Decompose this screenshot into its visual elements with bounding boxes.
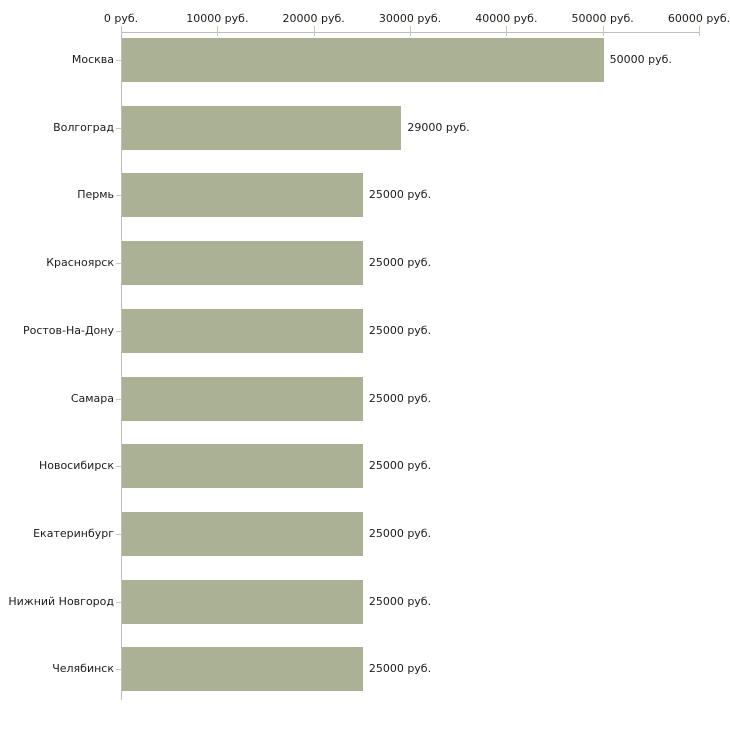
x-axis-tick-label: 50000 руб. — [571, 12, 634, 25]
y-axis-tick — [116, 534, 121, 535]
x-axis-tick-label: 40000 руб. — [475, 12, 538, 25]
y-axis-tick — [116, 602, 121, 603]
x-axis-tick — [121, 26, 122, 33]
x-axis-tick — [506, 26, 508, 36]
bar — [122, 308, 363, 353]
x-axis-tick — [313, 26, 315, 36]
value-label: 25000 руб. — [368, 391, 432, 405]
x-axis-tick — [410, 26, 411, 36]
category-label: Волгоград — [53, 120, 114, 134]
value-label: 25000 руб. — [368, 188, 432, 202]
value-label: 50000 руб. — [609, 53, 672, 66]
x-axis-tick-label: 20000 руб. — [282, 12, 345, 25]
value-label: 25000 руб. — [368, 459, 432, 473]
bar — [122, 579, 363, 624]
y-axis-tick — [116, 60, 121, 61]
value-label: 25000 руб. — [368, 526, 432, 540]
x-axis-tick — [602, 26, 604, 36]
y-axis-line — [121, 32, 122, 700]
value-label: 29000 руб. — [407, 120, 470, 134]
bar — [122, 444, 363, 489]
x-axis-tick — [217, 26, 219, 36]
value-label: 25000 руб. — [368, 256, 432, 270]
x-axis-tick-label: 30000 руб. — [378, 12, 442, 25]
bar — [122, 376, 363, 421]
value-label: 25000 руб. — [368, 662, 432, 676]
category-label: Красноярск — [46, 256, 114, 270]
category-label: Екатеринбург — [33, 526, 114, 540]
y-axis-tick — [116, 128, 121, 129]
value-label: 25000 руб. — [368, 323, 432, 337]
x-axis-tick-label: 60000 руб. — [667, 12, 730, 25]
bar — [122, 105, 402, 150]
bar — [122, 647, 363, 692]
bar — [122, 511, 363, 556]
bar — [122, 173, 363, 218]
category-label: Самара — [70, 391, 114, 405]
category-label: Нижний Новгород — [8, 594, 114, 608]
y-axis-tick — [116, 669, 121, 670]
x-axis-tick-label: 0 руб. — [103, 12, 139, 25]
y-axis-tick — [116, 466, 121, 467]
y-axis-tick — [116, 263, 121, 264]
category-label: Пермь — [77, 188, 114, 202]
value-label: 25000 руб. — [368, 594, 432, 608]
y-axis-tick — [116, 331, 121, 332]
bar — [122, 38, 604, 82]
y-axis-tick — [116, 399, 121, 400]
category-label: Новосибирск — [38, 459, 114, 473]
category-label: Москва — [71, 53, 114, 66]
bar — [122, 241, 363, 286]
y-axis-tick — [116, 195, 121, 196]
x-axis-tick — [699, 26, 700, 36]
category-label: Ростов-На-Дону — [22, 323, 114, 337]
x-axis-tick-label: 10000 руб. — [186, 12, 249, 25]
category-label: Челябинск — [52, 662, 114, 676]
